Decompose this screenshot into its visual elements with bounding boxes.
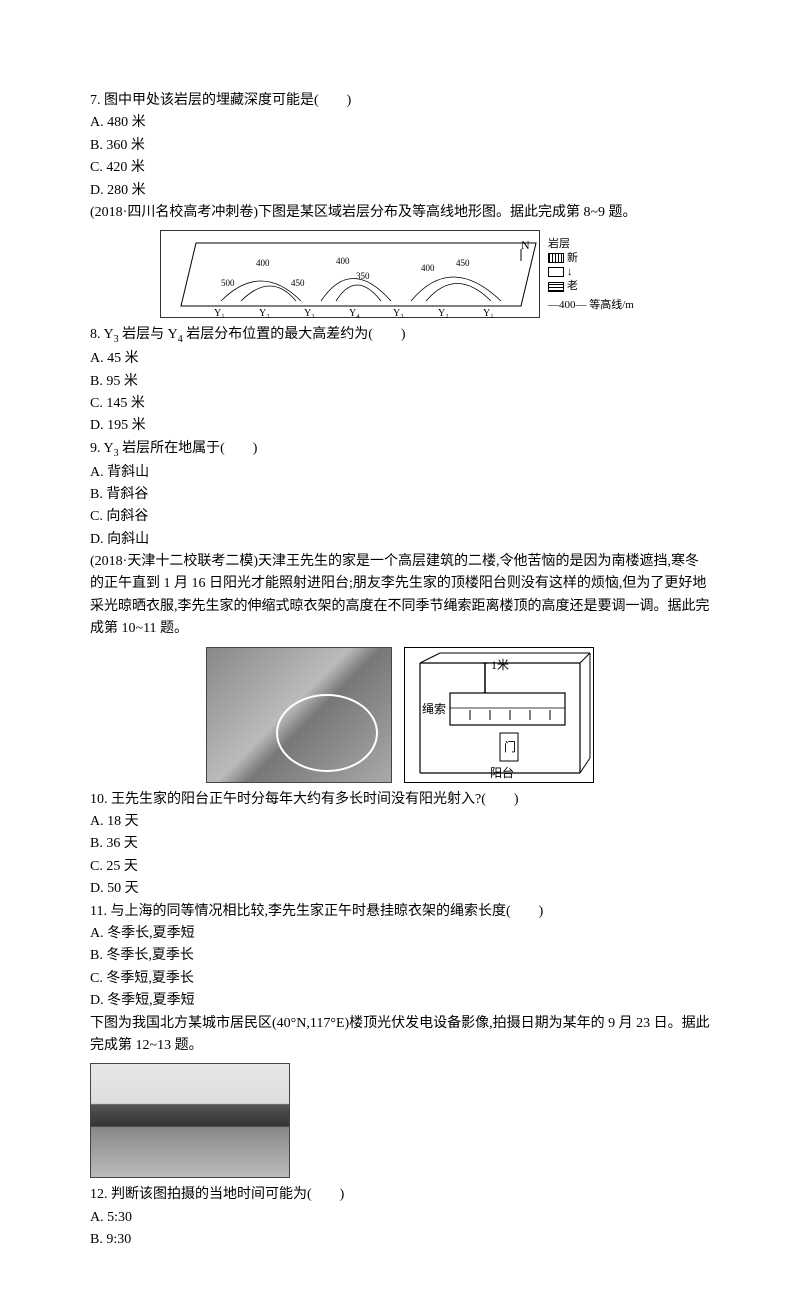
legend-swatch-mid bbox=[548, 267, 564, 277]
q11-a: A. 冬季长,夏季短 bbox=[90, 923, 710, 945]
legend-swatch-new bbox=[548, 253, 564, 263]
intro-1011: (2018·天津十二校联考二模)天津王先生的家是一个高层建筑的二楼,令他苦恼的是… bbox=[90, 551, 710, 641]
svg-text:Y₄: Y₄ bbox=[349, 308, 360, 319]
q8-d: D. 195 米 bbox=[90, 415, 710, 437]
legend-old: 老 bbox=[567, 279, 578, 293]
legend-contour-400: —400— bbox=[548, 299, 587, 311]
svg-text:400: 400 bbox=[421, 263, 435, 273]
q9-stem: 9. Y3 岩层所在地属于( ) bbox=[90, 438, 710, 462]
q8-stem-suffix: 岩层分布位置的最大高差约为( ) bbox=[183, 327, 406, 342]
q12-stem: 12. 判断该图拍摄的当地时间可能为( ) bbox=[90, 1184, 710, 1206]
balcony-diagram: 1米 绳索 门 阳台 bbox=[404, 647, 594, 783]
intro-89: (2018·四川名校高考冲刺卷)下图是某区域岩层分布及等高线地形图。据此完成第 … bbox=[90, 202, 710, 224]
contour-map: 500 400 450 400 350 400 450 Y₁ Y₂ Y₃ Y₄ … bbox=[160, 230, 540, 318]
svg-text:450: 450 bbox=[291, 278, 305, 288]
legend-arrow: ↓ bbox=[567, 265, 575, 279]
svg-text:N: N bbox=[521, 238, 530, 252]
legend-contour-label: 等高线/m bbox=[589, 299, 634, 311]
q9-stem-suffix: 岩层所在地属于( ) bbox=[119, 441, 258, 456]
q8-c: C. 145 米 bbox=[90, 393, 710, 415]
figure-89: 500 400 450 400 350 400 450 Y₁ Y₂ Y₃ Y₄ … bbox=[160, 230, 640, 318]
q10-c: C. 25 天 bbox=[90, 856, 710, 878]
label-door: 门 bbox=[504, 738, 516, 757]
legend-title: 岩层 bbox=[548, 237, 634, 251]
svg-text:Y₁: Y₁ bbox=[214, 308, 225, 319]
q9-b: B. 背斜谷 bbox=[90, 484, 710, 506]
svg-text:400: 400 bbox=[256, 258, 270, 268]
svg-text:350: 350 bbox=[356, 271, 370, 281]
svg-text:450: 450 bbox=[456, 258, 470, 268]
svg-text:Y₁: Y₁ bbox=[483, 308, 494, 319]
q10-stem: 10. 王先生家的阳台正午时分每年大约有多长时间没有阳光射入?( ) bbox=[90, 789, 710, 811]
svg-text:400: 400 bbox=[336, 256, 350, 266]
q9-a: A. 背斜山 bbox=[90, 462, 710, 484]
building-photo bbox=[206, 647, 392, 783]
q7-d: D. 280 米 bbox=[90, 180, 710, 202]
contour-svg: 500 400 450 400 350 400 450 Y₁ Y₂ Y₃ Y₄ … bbox=[161, 231, 541, 319]
q9-stem-prefix: 9. Y bbox=[90, 441, 114, 456]
figure-89-legend: 岩层 新 ↓ 老 —400— 等高线/m bbox=[548, 237, 634, 312]
q12-b: B. 9:30 bbox=[90, 1229, 710, 1251]
svg-text:Y₃: Y₃ bbox=[393, 308, 404, 319]
legend-new: 新 bbox=[567, 251, 578, 265]
svg-text:500: 500 bbox=[221, 278, 235, 288]
figure-1011: 1米 绳索 门 阳台 bbox=[90, 647, 710, 783]
svg-text:Y₃: Y₃ bbox=[304, 308, 315, 319]
label-1m: 1米 bbox=[491, 656, 509, 675]
label-balcony: 阳台 bbox=[490, 764, 514, 783]
q11-d: D. 冬季短,夏季短 bbox=[90, 990, 710, 1012]
figure-1213 bbox=[90, 1063, 710, 1178]
q7-c: C. 420 米 bbox=[90, 157, 710, 179]
q8-a: A. 45 米 bbox=[90, 348, 710, 370]
q8-stem-prefix: 8. Y bbox=[90, 327, 114, 342]
svg-text:Y₂: Y₂ bbox=[259, 308, 270, 319]
q7-stem: 7. 图中甲处该岩层的埋藏深度可能是( ) bbox=[90, 90, 710, 112]
q8-b: B. 95 米 bbox=[90, 371, 710, 393]
intro-1213: 下图为我国北方某城市居民区(40°N,117°E)楼顶光伏发电设备影像,拍摄日期… bbox=[90, 1013, 710, 1058]
q7-a: A. 480 米 bbox=[90, 112, 710, 134]
q8-stem-mid: 岩层与 Y bbox=[119, 327, 178, 342]
q11-stem: 11. 与上海的同等情况相比较,李先生家正午时悬挂晾衣架的绳索长度( ) bbox=[90, 901, 710, 923]
svg-text:Y₂: Y₂ bbox=[438, 308, 449, 319]
q10-a: A. 18 天 bbox=[90, 811, 710, 833]
q10-b: B. 36 天 bbox=[90, 833, 710, 855]
solar-panel-photo bbox=[90, 1063, 290, 1178]
q9-c: C. 向斜谷 bbox=[90, 506, 710, 528]
label-rope: 绳索 bbox=[422, 700, 446, 719]
q11-b: B. 冬季长,夏季长 bbox=[90, 945, 710, 967]
q10-d: D. 50 天 bbox=[90, 878, 710, 900]
q7-b: B. 360 米 bbox=[90, 135, 710, 157]
legend-swatch-old bbox=[548, 282, 564, 292]
q11-c: C. 冬季短,夏季长 bbox=[90, 968, 710, 990]
q12-a: A. 5:30 bbox=[90, 1207, 710, 1229]
q9-d: D. 向斜山 bbox=[90, 529, 710, 551]
q8-stem: 8. Y3 岩层与 Y4 岩层分布位置的最大高差约为( ) bbox=[90, 324, 710, 348]
